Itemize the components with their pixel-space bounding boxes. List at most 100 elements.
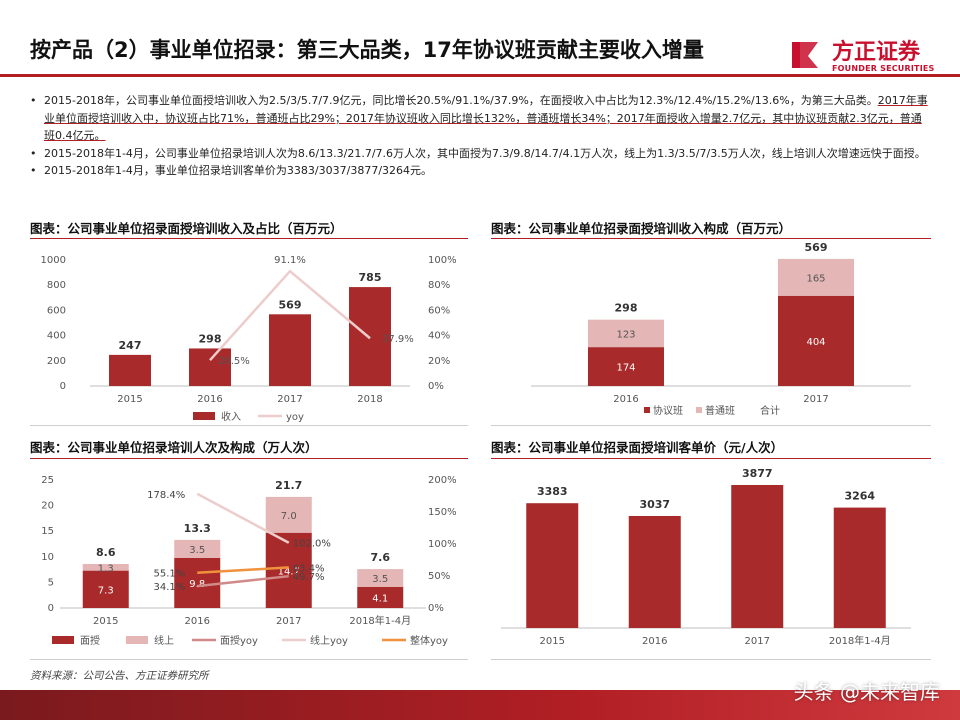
watermark: 头条 @未来智库 bbox=[793, 680, 940, 704]
legend-label: 面授yoy bbox=[220, 634, 258, 647]
logo-mark-icon bbox=[792, 42, 818, 68]
bar-value-label: 3877 bbox=[742, 467, 773, 480]
legend-label: 协议班 bbox=[653, 404, 683, 417]
total-value-label: 21.7 bbox=[275, 479, 302, 492]
y-tick-label: 800 bbox=[47, 280, 66, 291]
legend-label: yoy bbox=[286, 412, 304, 423]
bullet-item: 2015-2018年1-4月，公司事业单位招录培训人次为8.6/13.3/21.… bbox=[30, 145, 930, 163]
segment-value-label: 14.7 bbox=[278, 566, 300, 577]
bar-segment-offline bbox=[265, 532, 312, 608]
segment-value-label: 3.5 bbox=[189, 545, 205, 556]
yoy-value-label: 102.0% bbox=[293, 539, 331, 550]
bullet-item: 2015-2018年1-4月，事业单位招录培训客单价为3383/3037/387… bbox=[30, 162, 930, 180]
bar-value-label: 569 bbox=[279, 298, 302, 311]
yoy-line-online bbox=[196, 492, 290, 544]
bar bbox=[833, 507, 886, 628]
bar-segment-online bbox=[174, 539, 221, 558]
yoy-value-label: 63.4% bbox=[293, 563, 325, 574]
bar bbox=[349, 287, 391, 386]
bar bbox=[628, 515, 681, 628]
bullet-text: 2015-2018年，公司事业单位面授培训收入为2.5/3/5.7/7.9亿元，… bbox=[44, 94, 878, 107]
x-tick-label: 2017 bbox=[745, 636, 770, 647]
legend-swatch-revenue bbox=[193, 412, 215, 420]
x-tick-label: 2018 bbox=[357, 394, 382, 405]
bar-segment-protocol bbox=[778, 295, 854, 386]
bullet-text-underlined: 2017年事业单位面授培训收入中，协议班占比71%，普通班占比29%；2017年… bbox=[44, 94, 928, 142]
x-tick-label: 2018年1-4月 bbox=[829, 634, 891, 647]
bar-value-label: 785 bbox=[359, 271, 382, 284]
footer-bar bbox=[0, 690, 960, 720]
y2-tick-label: 40% bbox=[428, 331, 450, 342]
y-tick-label: 0 bbox=[60, 381, 66, 392]
bar bbox=[269, 314, 311, 386]
chart-1-revenue-and-yoy: 0 200 400 600 800 1000 0% 20% 40% 60% 80% 100% 247 29… bbox=[41, 255, 457, 423]
yoy-line-total bbox=[197, 566, 289, 574]
legend-label: 整体yoy bbox=[410, 634, 448, 647]
segment-value-label: 165 bbox=[806, 273, 825, 284]
chart-2-title: 图表：公司事业单位招录面授培训收入构成（百万元） bbox=[491, 221, 792, 236]
y2-tick-label: 150% bbox=[428, 507, 457, 518]
bar-segment-offline bbox=[357, 587, 404, 608]
yoy-value-label: 37.9% bbox=[382, 334, 414, 345]
chart-2-frame bbox=[491, 238, 931, 426]
bar-segment-online bbox=[82, 563, 129, 571]
bar-value-label: 3383 bbox=[537, 485, 568, 498]
source-note: 资料来源：公司公告、方正证券研究所 bbox=[30, 670, 209, 682]
yoy-value-label: 49.7% bbox=[293, 572, 325, 583]
y-tick-label: 10 bbox=[41, 552, 54, 563]
bar bbox=[731, 484, 784, 628]
company-logo: 方正证券 FOUNDER SECURITIES bbox=[792, 34, 938, 80]
chart-3-trainees-and-composition: 0 5 10 15 20 25 0% 50% 100% 150% 200% 7.3 1.3 8.6 2015… bbox=[41, 475, 457, 647]
y2-tick-label: 50% bbox=[428, 571, 450, 582]
x-tick-label: 2017 bbox=[276, 616, 301, 627]
bar-value-label: 298 bbox=[199, 332, 222, 345]
segment-value-label: 174 bbox=[616, 363, 635, 374]
total-value-label: 298 bbox=[615, 302, 638, 315]
y-tick-label: 200 bbox=[47, 356, 66, 367]
logo-text-en: FOUNDER SECURITIES bbox=[832, 64, 935, 73]
legend-label: 线上yoy bbox=[310, 634, 348, 647]
chart-3-title: 图表：公司事业单位招录培训人次及构成（万人次） bbox=[30, 440, 318, 455]
legend-label: 线上 bbox=[154, 634, 174, 647]
legend-label: 合计 bbox=[760, 404, 780, 417]
y-tick-label: 0 bbox=[48, 603, 54, 614]
yoy-value-label: 34.1% bbox=[153, 582, 185, 593]
y-tick-label: 25 bbox=[41, 475, 54, 486]
page-title: 按产品（2）事业单位招录：第三大品类，17年协议班贡献主要收入增量 bbox=[30, 38, 704, 62]
bar-value-label: 3264 bbox=[844, 490, 875, 503]
bar-segment-online bbox=[265, 496, 312, 533]
legend-swatch-protocol bbox=[644, 407, 650, 413]
legend-label: 面授 bbox=[80, 634, 100, 647]
bar bbox=[189, 348, 231, 386]
x-tick-label: 2016 bbox=[185, 616, 210, 627]
x-tick-label: 2016 bbox=[642, 636, 667, 647]
x-tick-label: 2016 bbox=[613, 394, 638, 405]
y2-tick-label: 80% bbox=[428, 280, 450, 291]
yoy-line-offline bbox=[197, 574, 289, 588]
bar bbox=[526, 503, 579, 628]
x-tick-label: 2015 bbox=[540, 636, 565, 647]
segment-value-label: 7.3 bbox=[98, 585, 114, 596]
chart-1-title: 图表：公司事业单位招录面授培训收入及占比（百万元） bbox=[30, 221, 343, 236]
legend-swatch-online bbox=[126, 636, 148, 644]
bar-value-label: 3037 bbox=[639, 498, 670, 511]
y-tick-label: 15 bbox=[41, 526, 54, 537]
bar-segment-regular bbox=[588, 319, 664, 348]
yoy-value-label: 55.1% bbox=[153, 569, 185, 580]
y-tick-label: 400 bbox=[47, 331, 66, 342]
yoy-line bbox=[209, 269, 371, 362]
total-value-label: 8.6 bbox=[96, 546, 116, 559]
bar-segment-online bbox=[357, 569, 404, 588]
logo-text-cn: 方正证券 bbox=[832, 40, 921, 65]
y-tick-label: 5 bbox=[48, 577, 54, 588]
y2-tick-label: 0% bbox=[428, 603, 444, 614]
x-tick-label: 2015 bbox=[117, 394, 142, 405]
segment-value-label: 3.5 bbox=[372, 574, 388, 585]
bar-segment-protocol bbox=[588, 347, 664, 386]
total-value-label: 7.6 bbox=[371, 551, 391, 564]
chart-3-frame bbox=[30, 458, 468, 660]
chart-4-price-per-trainee: 3383 2015 3037 2016 3877 2017 3264 2018年1-4月 bbox=[501, 467, 911, 647]
y-tick-label: 20 bbox=[41, 501, 54, 512]
y-tick-label: 600 bbox=[47, 305, 66, 316]
y2-tick-label: 200% bbox=[428, 475, 457, 486]
